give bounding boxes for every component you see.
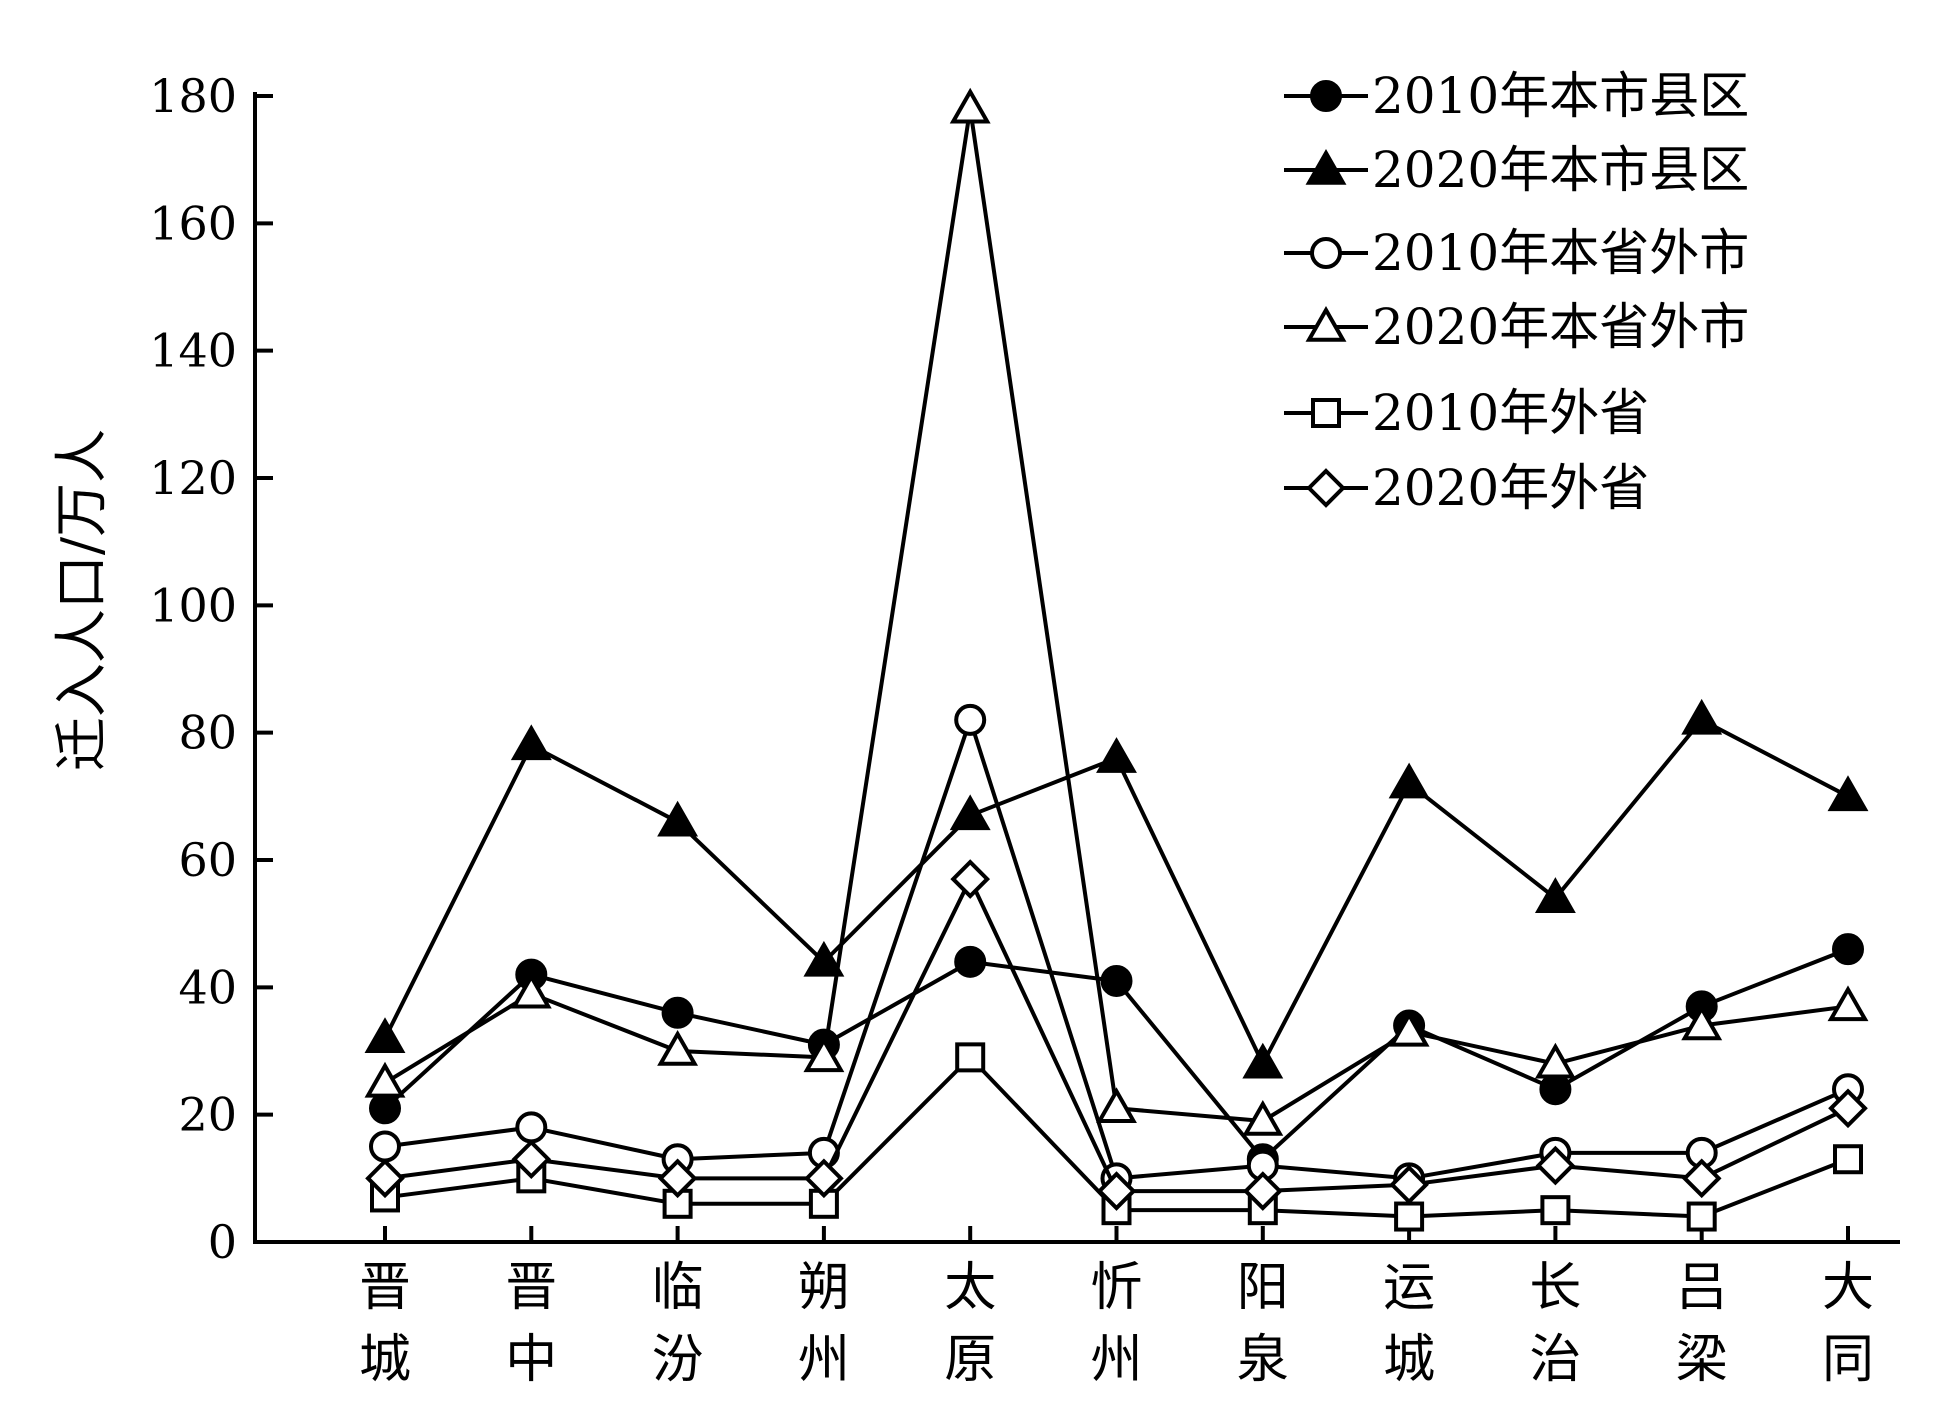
- legend-item: 2020年本省外市: [1284, 298, 1749, 356]
- data-point: [1681, 1158, 1722, 1199]
- data-point: [1242, 1100, 1284, 1136]
- data-point: [657, 1158, 698, 1199]
- y-tick-label: 140: [149, 324, 237, 378]
- data-point: [949, 87, 991, 124]
- x-tick-label: 晋城: [359, 1258, 411, 1390]
- data-point: [1096, 1087, 1137, 1124]
- data-point: [369, 1092, 401, 1125]
- legend-marker: [1310, 237, 1342, 269]
- data-point: [1681, 1004, 1723, 1041]
- data-point: [954, 945, 987, 978]
- y-tick-label: 40: [178, 960, 237, 1014]
- y-tick-label: 0: [208, 1215, 237, 1269]
- x-tick-label: 阳泉: [1237, 1258, 1289, 1390]
- data-point: [1096, 737, 1137, 773]
- data-point: [1388, 762, 1430, 799]
- data-point: [1827, 985, 1869, 1022]
- x-tick-label: 晋中: [505, 1258, 557, 1390]
- data-point: [1681, 698, 1723, 735]
- series-1: [369, 933, 1864, 1176]
- legend-label: 2010年本市县区: [1372, 67, 1749, 125]
- legend-label: 2020年本省外市: [1372, 298, 1749, 356]
- y-tick-label: 180: [149, 69, 237, 123]
- series-2: [364, 698, 1869, 1079]
- axes: [253, 92, 1900, 1244]
- x-tick-label: 运城: [1383, 1258, 1435, 1390]
- data-point: [510, 972, 552, 1009]
- legend-marker: [1311, 398, 1341, 428]
- data-point: [950, 859, 991, 899]
- data-point: [803, 940, 845, 977]
- data-point: [1394, 1201, 1425, 1232]
- legend-marker: [1310, 80, 1342, 112]
- data-point: [364, 1061, 406, 1098]
- data-point: [1534, 1042, 1576, 1079]
- legend-marker: [1305, 305, 1347, 342]
- data-point: [1535, 1145, 1576, 1186]
- data-point: [657, 1029, 699, 1066]
- y-tick-label: 60: [178, 833, 237, 887]
- data-point: [1100, 964, 1133, 997]
- legend-item: 2010年外省: [1284, 384, 1649, 442]
- legend-item: 2010年本省外市: [1284, 224, 1749, 282]
- data-point: [1833, 1144, 1863, 1175]
- y-tick-label: 160: [149, 196, 237, 250]
- data-point: [364, 1017, 406, 1054]
- x-tick-label: 忻州: [1090, 1258, 1142, 1390]
- data-point: [1832, 933, 1864, 966]
- data-point: [511, 1139, 552, 1180]
- x-tick-label: 太原: [944, 1258, 996, 1390]
- y-axis-ticks: 0 20 40 60 80 100 120 140 160 180: [149, 69, 273, 1269]
- data-point: [1242, 1042, 1284, 1079]
- legend-label: 2020年本市县区: [1372, 141, 1749, 199]
- data-point: [954, 703, 987, 736]
- x-tick-label: 长治: [1529, 1258, 1581, 1390]
- data-point: [1534, 877, 1576, 913]
- y-tick-label: 20: [178, 1088, 237, 1142]
- legend-marker: [1305, 148, 1347, 185]
- x-tick-label: 吕梁: [1676, 1258, 1728, 1390]
- series-4: [364, 87, 1869, 1136]
- data-point: [1539, 1073, 1572, 1106]
- x-tick-label: 大同: [1822, 1258, 1874, 1390]
- y-axis-title: 迁入人口/万人: [50, 429, 113, 771]
- data-point: [949, 794, 991, 831]
- data-point: [1828, 1088, 1868, 1129]
- data-point: [661, 996, 694, 1029]
- data-point: [1096, 1171, 1137, 1211]
- data-point: [803, 1036, 845, 1073]
- legend-item: 2010年本市县区: [1284, 67, 1749, 125]
- data-point: [365, 1158, 405, 1199]
- data-point: [1540, 1195, 1571, 1226]
- legend: 2010年本市县区 2020年本市县区 2010年本省外市 2020年本省外市 2010…: [1284, 67, 1749, 517]
- data-point: [657, 800, 699, 837]
- legend-item: 2020年外省: [1284, 459, 1649, 517]
- legend-item: 2020年本市县区: [1284, 141, 1749, 199]
- data-point: [1389, 1164, 1429, 1205]
- series-layer: [364, 87, 1869, 1232]
- legend-label: 2010年外省: [1372, 384, 1649, 442]
- legend-label: 2010年本省外市: [1372, 224, 1749, 282]
- legend-label: 2020年外省: [1372, 459, 1649, 517]
- x-tick-label: 临汾: [652, 1258, 704, 1390]
- data-point: [1388, 1010, 1430, 1047]
- y-tick-label: 120: [149, 451, 237, 505]
- data-point: [804, 1158, 844, 1199]
- data-point: [515, 1111, 548, 1144]
- series-6: [365, 859, 1868, 1211]
- data-point: [510, 724, 552, 761]
- data-point: [1827, 775, 1869, 812]
- y-tick-label: 80: [178, 706, 237, 760]
- legend-marker: [1306, 468, 1346, 508]
- data-point: [1242, 1171, 1283, 1211]
- x-tick-label: 朔州: [798, 1258, 850, 1390]
- data-point: [955, 1042, 986, 1073]
- data-point: [369, 1130, 401, 1163]
- data-point: [1686, 1201, 1717, 1232]
- y-tick-label: 100: [149, 578, 237, 632]
